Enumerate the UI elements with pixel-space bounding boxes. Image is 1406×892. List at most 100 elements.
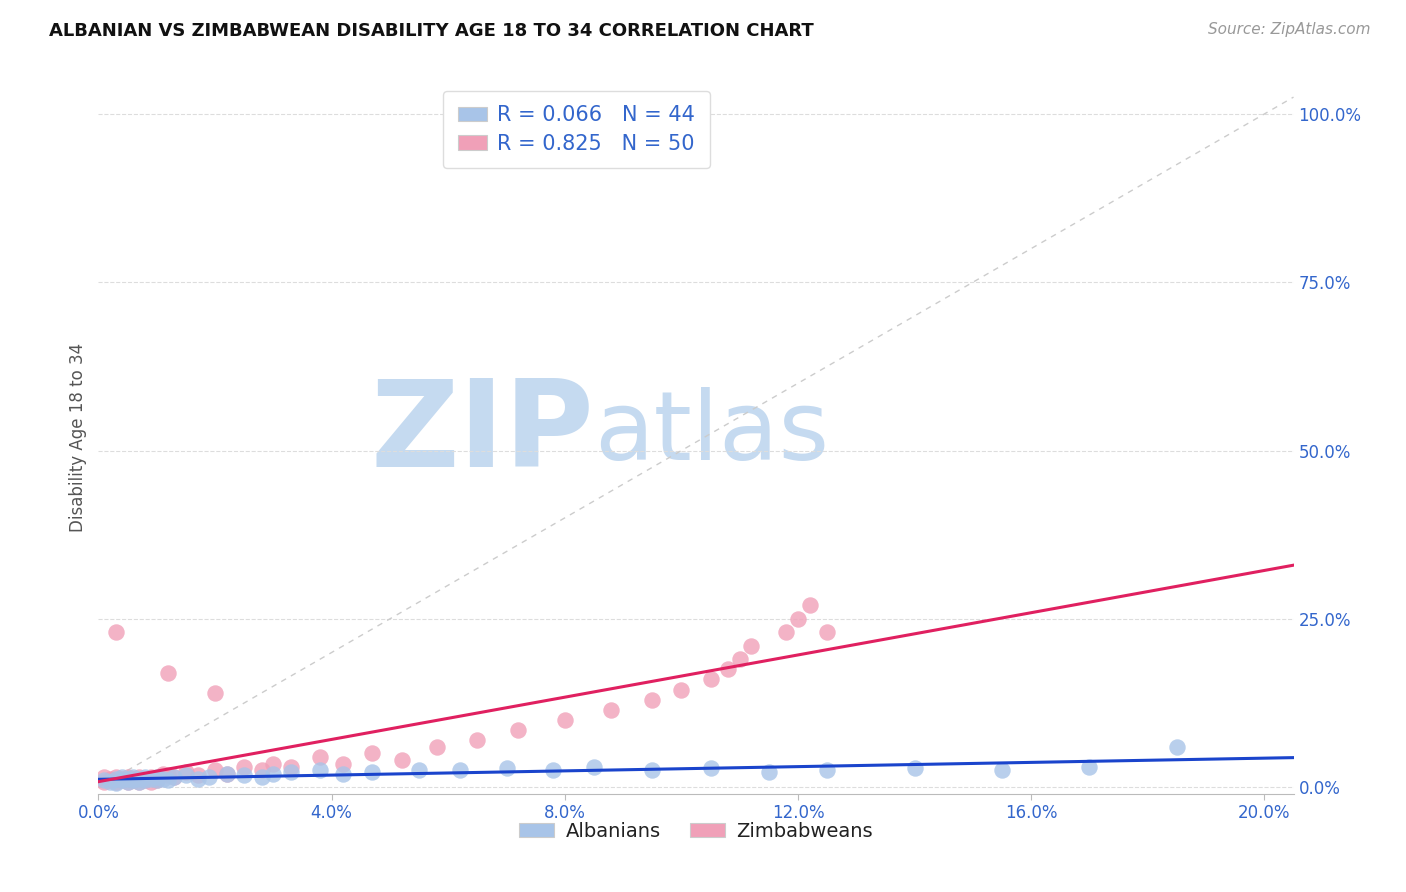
- Point: [815, 625, 838, 640]
- Point: [541, 764, 564, 778]
- Point: [111, 773, 134, 788]
- Point: [139, 770, 162, 784]
- Point: [903, 761, 925, 775]
- Point: [145, 773, 167, 788]
- Point: [280, 760, 302, 774]
- Point: [717, 662, 740, 676]
- Point: [163, 770, 186, 784]
- Point: [554, 713, 576, 727]
- Point: [262, 766, 284, 780]
- Point: [134, 773, 156, 788]
- Point: [163, 770, 186, 784]
- Point: [128, 774, 150, 789]
- Point: [93, 774, 115, 789]
- Point: [104, 774, 127, 789]
- Point: [145, 770, 167, 784]
- Point: [361, 765, 384, 780]
- Point: [98, 774, 121, 789]
- Point: [122, 773, 145, 788]
- Point: [98, 773, 121, 788]
- Point: [198, 770, 221, 784]
- Point: [93, 770, 115, 784]
- Point: [758, 765, 780, 780]
- Point: [186, 772, 208, 786]
- Point: [111, 770, 134, 784]
- Point: [215, 766, 238, 780]
- Point: [425, 739, 447, 754]
- Point: [122, 770, 145, 784]
- Text: ALBANIAN VS ZIMBABWEAN DISABILITY AGE 18 TO 34 CORRELATION CHART: ALBANIAN VS ZIMBABWEAN DISABILITY AGE 18…: [49, 22, 814, 40]
- Point: [122, 773, 145, 788]
- Point: [204, 764, 226, 778]
- Point: [186, 768, 208, 782]
- Point: [309, 764, 332, 778]
- Point: [139, 774, 162, 789]
- Point: [495, 761, 517, 775]
- Legend: Albanians, Zimbabweans: Albanians, Zimbabweans: [510, 814, 882, 848]
- Text: Source: ZipAtlas.com: Source: ZipAtlas.com: [1208, 22, 1371, 37]
- Point: [134, 772, 156, 786]
- Point: [111, 773, 134, 788]
- Point: [117, 774, 139, 789]
- Point: [449, 764, 471, 778]
- Point: [93, 773, 115, 788]
- Point: [641, 764, 664, 778]
- Point: [128, 774, 150, 789]
- Point: [408, 764, 430, 778]
- Point: [139, 772, 162, 786]
- Point: [134, 773, 156, 788]
- Point: [157, 768, 180, 782]
- Point: [728, 652, 751, 666]
- Point: [98, 772, 121, 786]
- Point: [204, 686, 226, 700]
- Point: [233, 760, 256, 774]
- Point: [145, 773, 167, 788]
- Point: [508, 723, 530, 737]
- Point: [152, 772, 174, 786]
- Point: [122, 772, 145, 786]
- Point: [117, 772, 139, 786]
- Point: [799, 599, 821, 613]
- Point: [250, 764, 273, 778]
- Point: [361, 747, 384, 761]
- Point: [600, 703, 623, 717]
- Point: [174, 768, 197, 782]
- Point: [467, 733, 489, 747]
- Point: [391, 753, 413, 767]
- Point: [280, 765, 302, 780]
- Point: [775, 625, 797, 640]
- Point: [1078, 760, 1101, 774]
- Point: [332, 766, 354, 780]
- Point: [1166, 739, 1188, 754]
- Y-axis label: Disability Age 18 to 34: Disability Age 18 to 34: [69, 343, 87, 532]
- Point: [104, 625, 127, 640]
- Point: [117, 774, 139, 789]
- Point: [134, 770, 156, 784]
- Text: atlas: atlas: [595, 387, 830, 480]
- Point: [157, 665, 180, 680]
- Point: [250, 770, 273, 784]
- Point: [152, 766, 174, 780]
- Point: [309, 749, 332, 764]
- Point: [128, 772, 150, 786]
- Point: [740, 639, 762, 653]
- Point: [332, 756, 354, 771]
- Point: [233, 768, 256, 782]
- Text: ZIP: ZIP: [371, 375, 595, 492]
- Point: [582, 760, 605, 774]
- Point: [699, 673, 721, 687]
- Point: [699, 761, 721, 775]
- Point: [104, 770, 127, 784]
- Point: [128, 770, 150, 784]
- Point: [671, 682, 693, 697]
- Point: [111, 772, 134, 786]
- Point: [145, 772, 167, 786]
- Point: [787, 612, 810, 626]
- Point: [157, 773, 180, 788]
- Point: [262, 756, 284, 771]
- Point: [174, 765, 197, 780]
- Point: [991, 764, 1014, 778]
- Point: [104, 772, 127, 786]
- Point: [815, 764, 838, 778]
- Point: [117, 770, 139, 784]
